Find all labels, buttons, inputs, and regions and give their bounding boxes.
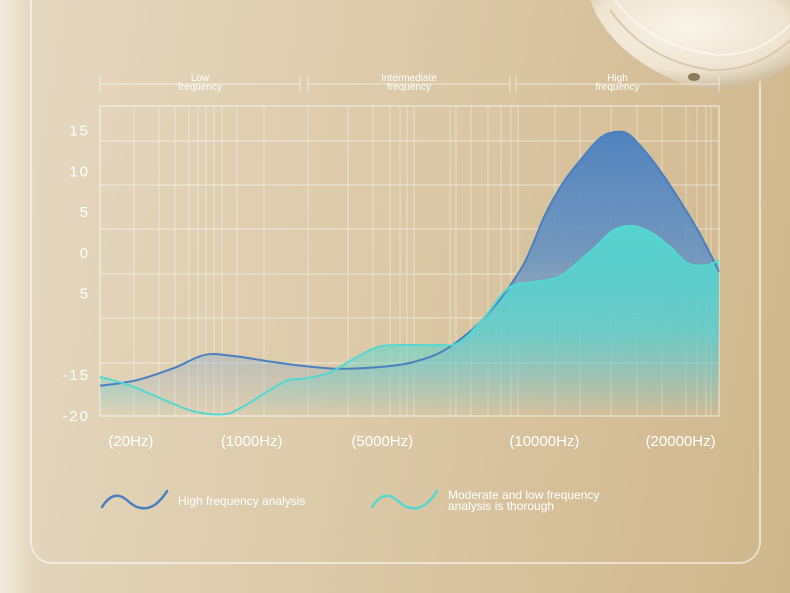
headphone-earcup-image: [590, 0, 790, 90]
y-tick-label: -20: [62, 408, 90, 425]
x-tick-label: (5000Hz): [351, 433, 413, 450]
legend-label-high: High frequency analysis: [178, 493, 306, 508]
high-frequency-line: [99, 130, 720, 387]
x-tick-label: (1000Hz): [221, 433, 283, 450]
mid-low-frequency-area: [100, 225, 719, 416]
wave-icon: [370, 489, 439, 510]
chart-card: [30, 0, 761, 564]
wave-icon: [100, 489, 169, 510]
y-tick-label: -15: [62, 367, 90, 384]
x-tick-label: (10000Hz): [509, 433, 579, 450]
legend-item-mid: Moderate and low frequency analysis is t…: [370, 488, 599, 514]
band-label-line2: frequency: [178, 82, 222, 93]
series-areas: [100, 131, 719, 416]
band-label-line2: frequency: [387, 82, 431, 93]
y-tick-label: 5: [80, 204, 90, 221]
band-label-line1: Intermediate: [381, 73, 437, 84]
y-tick-label: 5: [80, 286, 90, 303]
x-axis-ticks: (20Hz) (1000Hz) (5000Hz) (10000Hz) (20000Hz): [108, 433, 715, 450]
series-lines: [99, 130, 720, 416]
background-edge: [0, 0, 34, 593]
legend-label-mid-line1: Moderate and low frequency: [448, 488, 600, 502]
legend-item-high: High frequency analysis: [100, 488, 305, 514]
band-label-line1: Low: [191, 73, 210, 84]
mid-low-frequency-line: [99, 224, 720, 416]
y-axis-ticks: 15 10 5 0 5 -15 -20: [62, 123, 90, 426]
band-label-line1: High: [607, 73, 628, 84]
y-tick-label: 10: [69, 163, 90, 180]
band-label-line2: frequency: [596, 82, 640, 93]
x-tick-label: (20Hz): [108, 433, 153, 450]
frequency-band-header: LowfrequencyIntermediatefrequencyHighfre…: [99, 73, 720, 93]
x-tick-label: (20000Hz): [646, 433, 716, 450]
y-tick-label: 15: [69, 123, 90, 140]
y-tick-label: 0: [80, 245, 90, 262]
legend-label-mid-line2: analysis is thorough: [448, 499, 555, 513]
